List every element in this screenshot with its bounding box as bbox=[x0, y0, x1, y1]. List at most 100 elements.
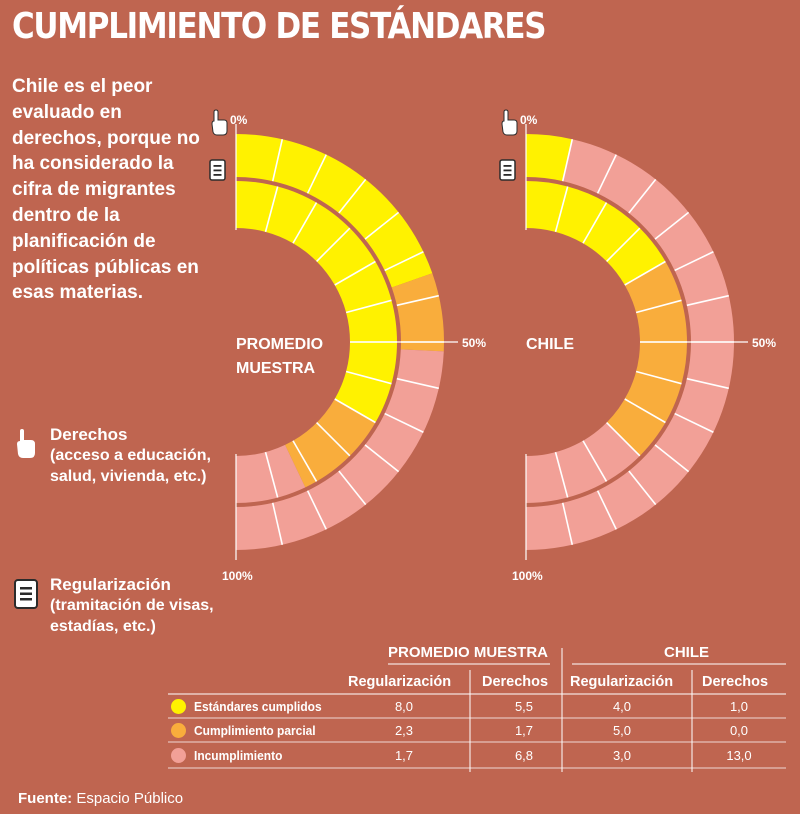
intro-text: Chile es el peor evaluado en derechos, p… bbox=[12, 76, 200, 304]
donut-tick-chile-derechos bbox=[674, 412, 714, 433]
donut-tick-chile-derechos bbox=[686, 377, 729, 390]
donut-segment-chile-regularizacion-2 bbox=[526, 422, 640, 503]
donut-tick-promedio-derechos bbox=[384, 251, 424, 272]
donut-tick-promedio-regularizacion bbox=[345, 299, 392, 314]
legend-derechos-title: Derechos bbox=[50, 425, 128, 444]
table-cell: 2,3 bbox=[394, 723, 414, 738]
document-icon-line bbox=[213, 169, 222, 172]
donut-segment-chile-derechos-2 bbox=[526, 139, 734, 550]
donut-tick-chile-regularizacion bbox=[554, 186, 569, 233]
donut-tick-promedio-regularizacion bbox=[292, 440, 318, 482]
donut-tick-chile-regularizacion bbox=[554, 451, 569, 498]
donut-tick-chile-derechos bbox=[561, 502, 574, 545]
donut-tick-chile-regularizacion bbox=[635, 370, 682, 385]
table-cell: 1,7 bbox=[394, 748, 414, 763]
donut-tick-promedio-derechos bbox=[384, 412, 424, 433]
legend-regularizacion-desc: (tramitación de visas, estadías, etc.) bbox=[50, 597, 214, 635]
donut-tick-promedio-regularizacion bbox=[334, 398, 376, 424]
donut-tick-chile-derechos bbox=[674, 251, 714, 272]
donut-tick-promedio-regularizacion bbox=[345, 370, 392, 385]
donut-tick-promedio-regularizacion bbox=[264, 186, 279, 233]
donut-tick-promedio-derechos bbox=[306, 490, 327, 530]
table-cell: 1,0 bbox=[729, 699, 749, 714]
hand-icon bbox=[501, 109, 518, 136]
table-group-title-chile: CHILE bbox=[664, 644, 709, 661]
axis-label-50-promedio: 50% bbox=[462, 336, 486, 350]
row-label-parcial: Cumplimiento parcial bbox=[194, 723, 316, 738]
axis-label-0-promedio: 0% bbox=[230, 113, 248, 127]
source-text: Espacio Público bbox=[76, 790, 184, 807]
document-icon-line bbox=[213, 165, 222, 167]
axis-label-50-chile: 50% bbox=[752, 336, 776, 350]
donut-tick-chile-derechos bbox=[654, 211, 690, 240]
colhead-chile-derechos: Derechos bbox=[702, 674, 769, 690]
table-cell: 0,0 bbox=[729, 723, 749, 738]
row-label-cumplidos: Estándares cumplidos bbox=[194, 699, 322, 714]
axis-label-100-promedio: 100% bbox=[222, 569, 253, 583]
donut-tick-promedio-derechos bbox=[364, 211, 400, 240]
axis-label-100-chile: 100% bbox=[512, 569, 543, 583]
hand-icon bbox=[17, 429, 35, 458]
source-note: Fuente: Espacio Público bbox=[18, 790, 183, 807]
donut-tick-chile-derechos bbox=[596, 154, 617, 194]
table-cell: 8,0 bbox=[394, 699, 414, 714]
table-cell: 3,0 bbox=[612, 748, 632, 763]
table-cell: 5,5 bbox=[514, 699, 534, 714]
donut-tick-chile-derechos bbox=[628, 178, 657, 214]
donut-tick-chile-regularizacion bbox=[582, 202, 608, 244]
donut-segment-promedio-derechos-0 bbox=[236, 134, 433, 288]
donut-segment-chile-regularizacion-0 bbox=[526, 181, 666, 285]
donut-tick-promedio-derechos bbox=[338, 178, 367, 214]
document-icon bbox=[14, 579, 38, 609]
donut-tick-chile-regularizacion bbox=[624, 398, 666, 424]
source-label: Fuente: bbox=[18, 790, 73, 807]
donut-tick-chile-regularizacion bbox=[606, 422, 641, 457]
donut-tick-promedio-regularizacion bbox=[316, 227, 351, 262]
donut-segment-promedio-derechos-1 bbox=[391, 273, 444, 352]
donut-tick-chile-derechos bbox=[654, 444, 690, 473]
axis-label-0-chile: 0% bbox=[520, 113, 538, 127]
chart-label-chile: CHILE bbox=[526, 336, 574, 353]
row-label-incumplimiento: Incumplimiento bbox=[194, 748, 283, 763]
chart-label-2-promedio: MUESTRA bbox=[236, 360, 316, 377]
donut-tick-promedio-regularizacion bbox=[316, 422, 351, 457]
document-icon-line bbox=[213, 174, 222, 176]
table-cell: 6,8 bbox=[514, 748, 534, 763]
legend-dot-parcial bbox=[171, 723, 186, 738]
chart-label-promedio: PROMEDIO bbox=[236, 336, 323, 353]
donut-tick-promedio-derechos bbox=[364, 444, 400, 473]
colhead-chile-regularizacion: Regularización bbox=[570, 674, 674, 690]
table-cell: 13,0 bbox=[726, 748, 752, 763]
document-icon-line bbox=[503, 165, 512, 167]
donut-tick-promedio-derechos bbox=[271, 502, 284, 545]
donut-tick-chile-regularizacion bbox=[606, 227, 641, 262]
legend-dot-incumplimiento bbox=[171, 748, 186, 763]
donut-tick-chile-derechos bbox=[628, 470, 657, 506]
page-title: CUMPLIMIENTO DE ESTÁNDARES bbox=[12, 6, 547, 47]
colhead-promedio-derechos: Derechos bbox=[482, 674, 549, 690]
legend-dot-cumplidos bbox=[171, 699, 186, 714]
donut-tick-chile-regularizacion bbox=[635, 299, 682, 314]
donut-tick-chile-regularizacion bbox=[582, 440, 608, 482]
donut-tick-promedio-regularizacion bbox=[334, 260, 376, 286]
colhead-promedio-regularizacion: Regularización bbox=[348, 674, 452, 690]
donut-segment-chile-regularizacion-1 bbox=[606, 261, 687, 456]
donut-tick-chile-regularizacion bbox=[624, 260, 666, 286]
table-cell: 4,0 bbox=[612, 699, 632, 714]
donut-tick-promedio-regularizacion bbox=[264, 451, 279, 498]
table-group-title-promedio: PROMEDIO MUESTRA bbox=[388, 644, 549, 661]
table-cell: 5,0 bbox=[612, 723, 632, 738]
legend-regularizacion-title: Regularización bbox=[50, 575, 171, 594]
donut-segment-promedio-regularizacion-0 bbox=[236, 181, 397, 423]
document-icon-line bbox=[503, 174, 512, 176]
document-icon-line bbox=[503, 169, 512, 172]
donut-segment-chile-derechos-0 bbox=[526, 134, 573, 182]
donut-tick-promedio-derechos bbox=[338, 470, 367, 506]
donut-tick-chile-derechos bbox=[561, 139, 574, 182]
donut-tick-promedio-derechos bbox=[271, 139, 284, 182]
donut-segment-promedio-derechos-2 bbox=[236, 349, 444, 550]
donut-tick-promedio-derechos bbox=[396, 294, 439, 307]
table-cell: 1,7 bbox=[514, 723, 534, 738]
donut-tick-promedio-derechos bbox=[396, 377, 439, 390]
